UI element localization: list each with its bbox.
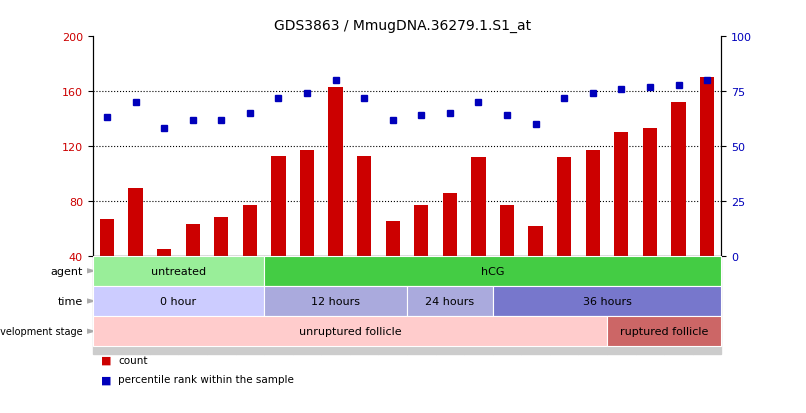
Bar [442,193,457,256]
Bar [379,256,407,354]
Bar [300,151,314,256]
Text: 12 hours: 12 hours [311,296,360,306]
Bar [579,256,607,354]
Bar [643,129,657,256]
Bar [185,225,200,256]
Bar [500,205,514,256]
Bar [529,226,542,256]
Bar [93,256,121,354]
Bar [214,218,228,256]
Bar [128,189,143,256]
Polygon shape [87,329,97,334]
Bar [207,256,235,354]
Bar [521,256,550,354]
Bar [700,78,714,256]
Polygon shape [87,299,97,304]
Bar [664,256,693,354]
Bar [472,157,486,256]
Text: untreated: untreated [151,266,206,276]
Bar [586,151,600,256]
Text: 36 hours: 36 hours [583,296,632,306]
Text: 24 hours: 24 hours [426,296,475,306]
Text: time: time [58,296,83,306]
Bar [272,156,285,256]
Text: percentile rank within the sample: percentile rank within the sample [118,375,294,385]
Bar [357,156,372,256]
Bar [435,256,464,354]
Bar [150,256,178,354]
Bar [121,256,150,354]
Bar [322,256,350,354]
Text: 0 hour: 0 hour [160,296,197,306]
Bar [414,205,429,256]
Bar [464,256,492,354]
Bar [350,256,379,354]
Text: development stage: development stage [0,326,83,337]
Text: ■: ■ [101,375,111,385]
Bar [693,256,721,354]
Bar [385,222,400,256]
Bar [235,256,264,354]
Bar [293,256,322,354]
Bar [607,256,636,354]
Bar [557,157,571,256]
Text: count: count [118,355,148,365]
Bar [264,256,293,354]
Bar [243,205,257,256]
Text: ■: ■ [101,355,111,365]
Bar [636,256,664,354]
Text: agent: agent [51,266,83,276]
Bar [178,256,207,354]
Text: ruptured follicle: ruptured follicle [620,326,708,337]
Polygon shape [87,268,97,274]
Bar [329,88,343,256]
Bar [671,103,686,256]
Text: hCG: hCG [481,266,505,276]
Bar [100,219,114,256]
Bar [407,256,435,354]
Bar [550,256,579,354]
Text: GDS3863 / MmugDNA.36279.1.S1_at: GDS3863 / MmugDNA.36279.1.S1_at [274,19,532,33]
Bar [492,256,521,354]
Bar [157,249,171,256]
Text: unruptured follicle: unruptured follicle [298,326,401,337]
Bar [614,133,629,256]
